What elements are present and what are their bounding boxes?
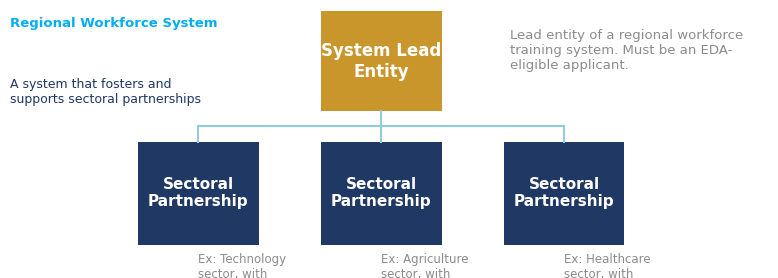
Text: Lead entity of a regional workforce
training system. Must be an EDA-
eligible ap: Lead entity of a regional workforce trai… bbox=[510, 29, 743, 71]
FancyBboxPatch shape bbox=[138, 142, 258, 245]
FancyBboxPatch shape bbox=[504, 142, 624, 245]
Text: Ex: Healthcare
sector, with
Community College
as backbone org: Ex: Healthcare sector, with Community Co… bbox=[564, 253, 681, 278]
Text: Ex: Agriculture
sector, with
Organized Labor
as backbone org: Ex: Agriculture sector, with Organized L… bbox=[381, 253, 479, 278]
Text: System Lead
Entity: System Lead Entity bbox=[321, 42, 441, 81]
Text: Regional Workforce System: Regional Workforce System bbox=[10, 17, 218, 30]
Text: Ex: Technology
sector, with
Community-based
organization as
backbone org: Ex: Technology sector, with Community-ba… bbox=[198, 253, 307, 278]
Text: Sectoral
Partnership: Sectoral Partnership bbox=[513, 177, 615, 209]
Text: Sectoral
Partnership: Sectoral Partnership bbox=[331, 177, 432, 209]
Text: A system that fosters and
supports sectoral partnerships: A system that fosters and supports secto… bbox=[10, 78, 202, 106]
FancyBboxPatch shape bbox=[321, 142, 441, 245]
FancyBboxPatch shape bbox=[321, 11, 441, 111]
Text: Sectoral
Partnership: Sectoral Partnership bbox=[148, 177, 249, 209]
